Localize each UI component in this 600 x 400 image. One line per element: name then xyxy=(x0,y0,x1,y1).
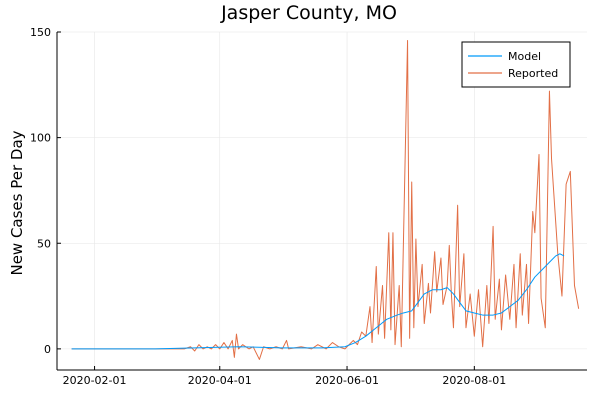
y-tick-label-0: 0 xyxy=(44,343,51,356)
y-tick-label-1: 50 xyxy=(37,237,51,250)
plot-frame xyxy=(56,32,587,371)
series-line-reported xyxy=(71,39,580,360)
legend-box xyxy=(461,41,571,88)
x-tick-label-3: 2020-08-01 xyxy=(442,374,506,387)
legend: Model Reported xyxy=(461,41,571,88)
grid xyxy=(57,31,587,370)
legend-label-reported: Reported xyxy=(508,67,558,80)
y-tick-label-2: 100 xyxy=(30,132,51,145)
chart-title: Jasper County, MO xyxy=(220,2,397,24)
y-tick-label-3: 150 xyxy=(30,26,51,39)
legend-label-model: Model xyxy=(508,50,541,63)
series-lines xyxy=(71,39,580,360)
series-line-model xyxy=(71,253,565,350)
x-tick-label-0: 2020-02-01 xyxy=(63,374,127,387)
x-ticks: 2020-02-01 2020-04-01 2020-06-01 2020-08-01 xyxy=(63,366,506,387)
x-tick-label-2: 2020-06-01 xyxy=(315,374,379,387)
x-tick-label-1: 2020-04-01 xyxy=(188,374,252,387)
y-axis-label: New Cases Per Day xyxy=(8,130,26,275)
y-ticks: 0 50 100 150 xyxy=(30,26,61,356)
